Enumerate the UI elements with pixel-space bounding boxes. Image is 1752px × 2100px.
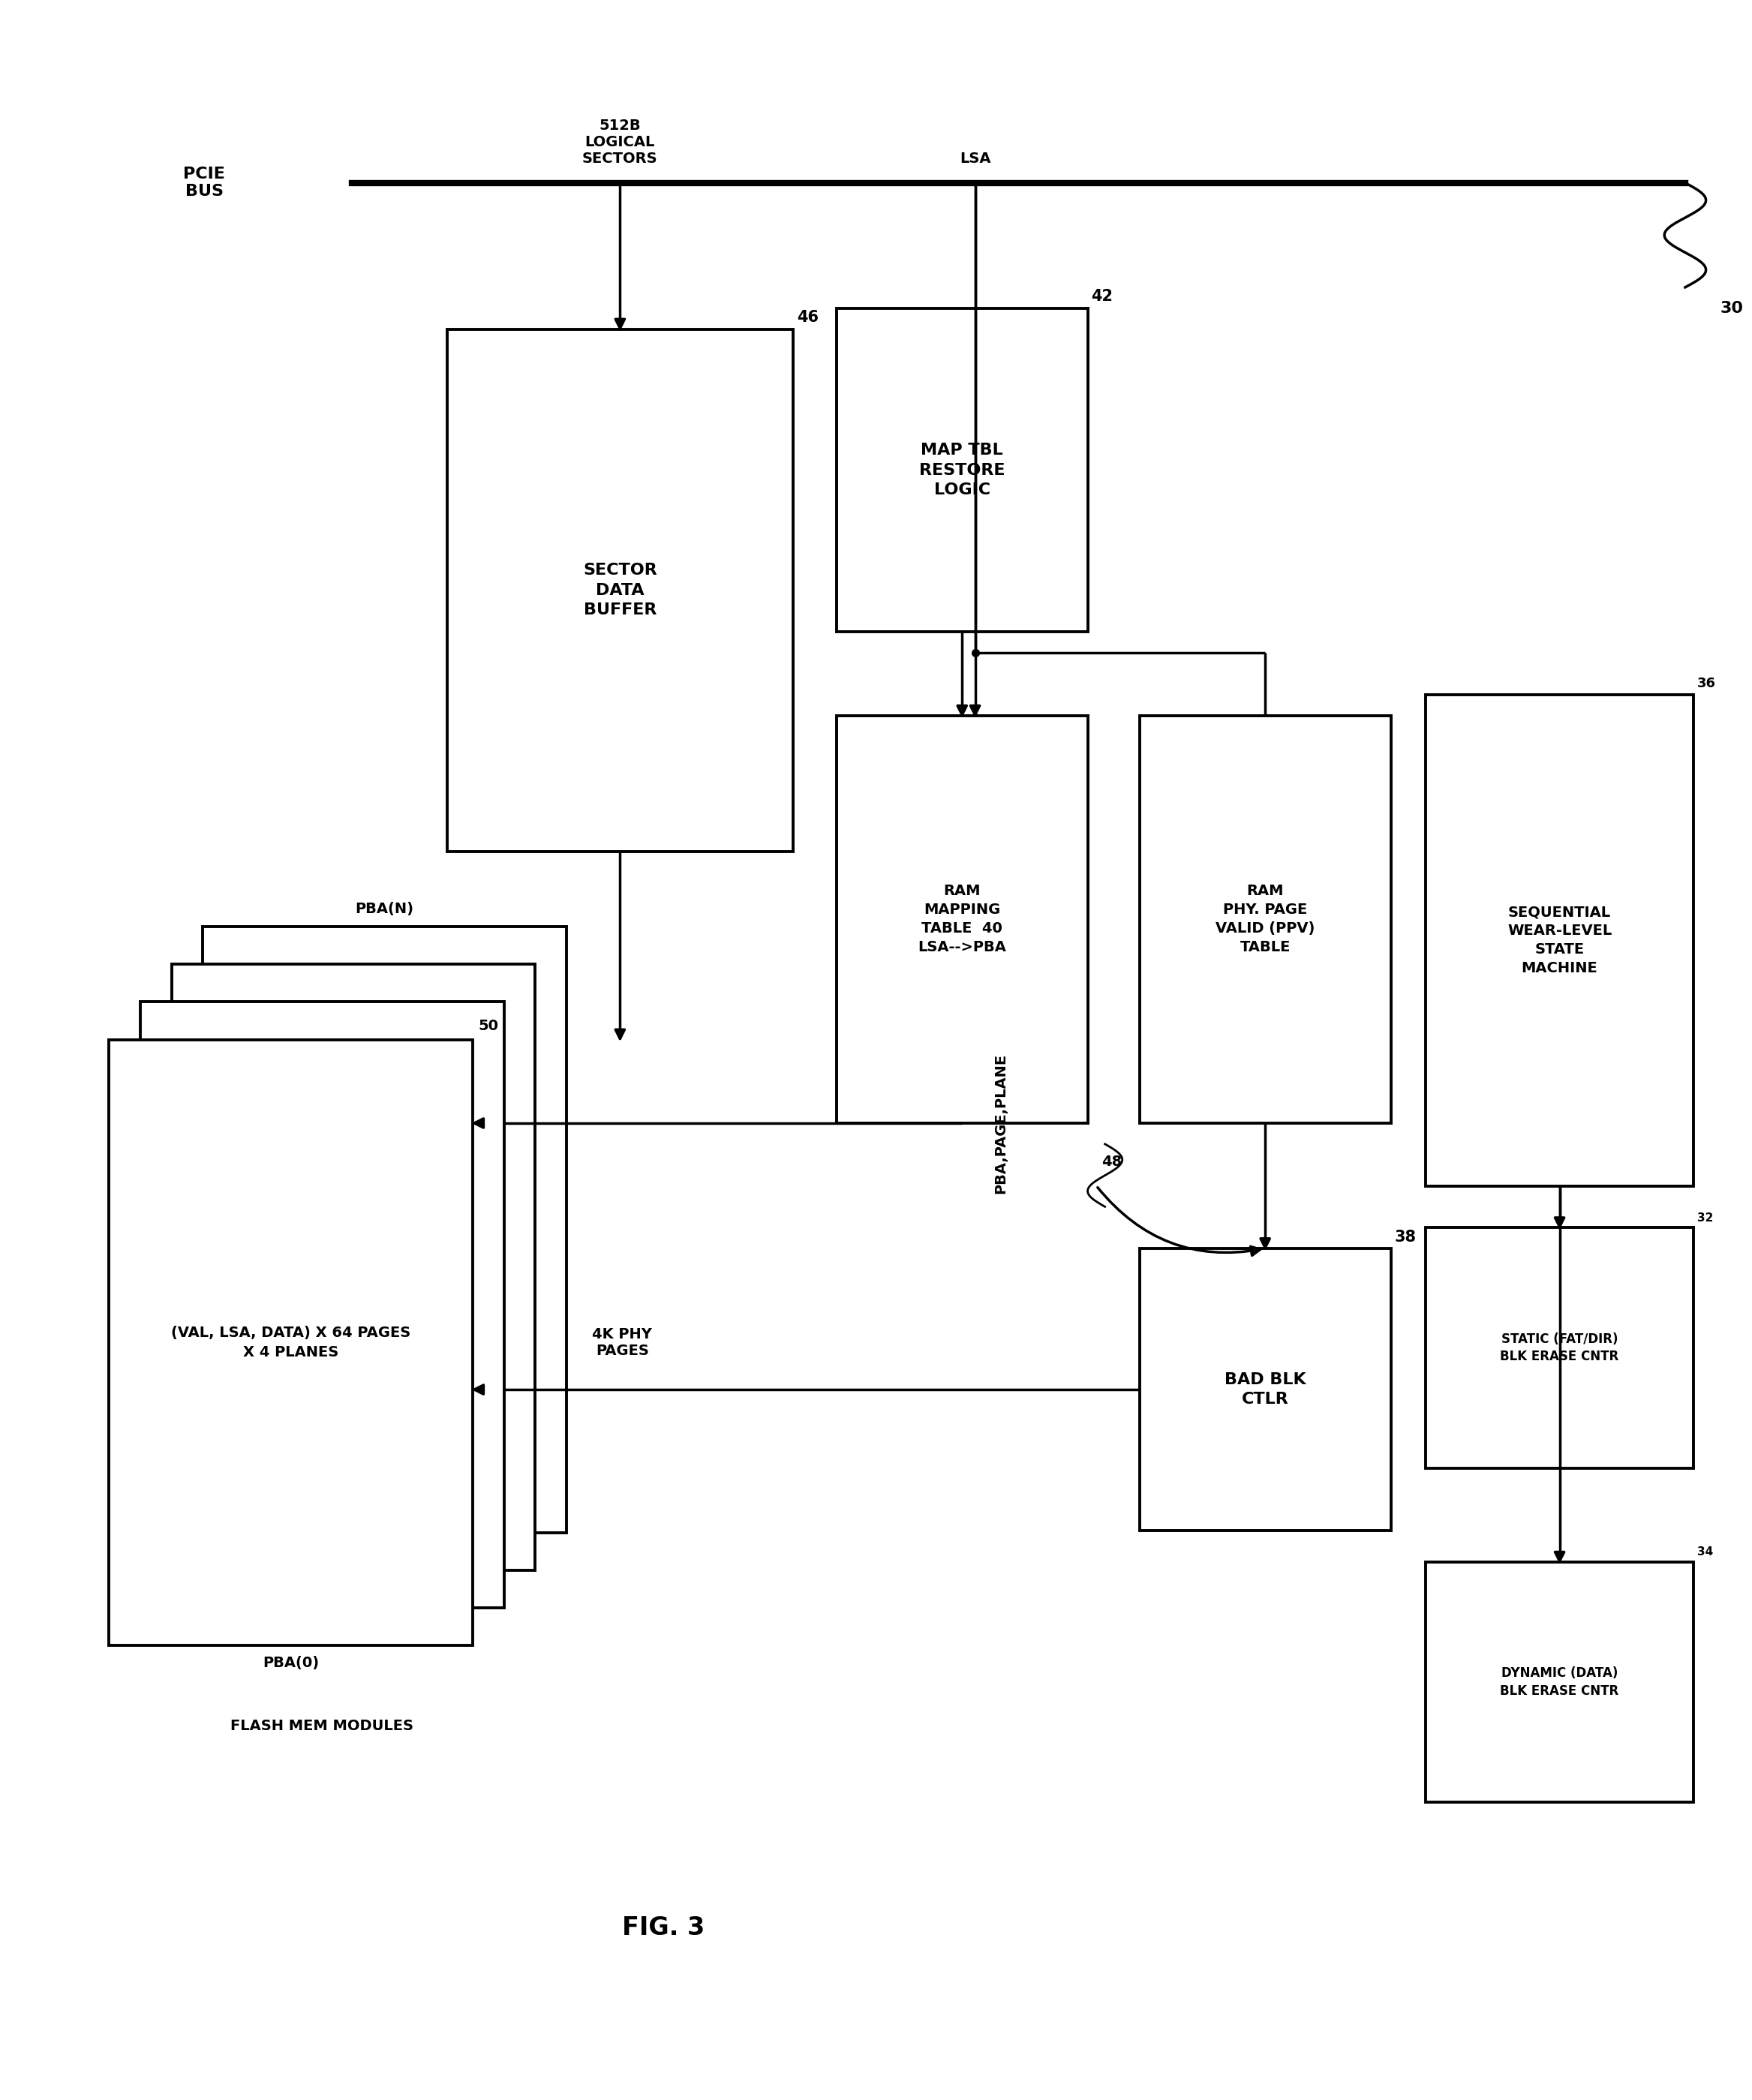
Text: 48: 48 xyxy=(1102,1155,1123,1170)
Text: 512B
LOGICAL
SECTORS: 512B LOGICAL SECTORS xyxy=(582,120,657,166)
Text: 4K PHY
PAGES: 4K PHY PAGES xyxy=(592,1327,652,1359)
Text: PBA,PAGE,PLANE: PBA,PAGE,PLANE xyxy=(993,1052,1007,1193)
Text: 36: 36 xyxy=(1698,676,1715,691)
Text: PBA(0): PBA(0) xyxy=(263,1657,319,1670)
Text: BAD BLK
CTLR: BAD BLK CTLR xyxy=(1225,1371,1305,1407)
Text: PCIE
BUS: PCIE BUS xyxy=(184,166,226,200)
Text: SEQUENTIAL
WEAR-LEVEL
STATE
MACHINE: SEQUENTIAL WEAR-LEVEL STATE MACHINE xyxy=(1507,905,1612,977)
FancyBboxPatch shape xyxy=(1139,1250,1391,1531)
Text: . . .: . . . xyxy=(336,1613,370,1630)
FancyBboxPatch shape xyxy=(140,1002,505,1609)
Text: (VAL, LSA, DATA) X 64 PAGES
X 4 PLANES: (VAL, LSA, DATA) X 64 PAGES X 4 PLANES xyxy=(172,1325,410,1359)
Text: 32: 32 xyxy=(1698,1212,1713,1224)
Text: 42: 42 xyxy=(1091,290,1113,304)
FancyBboxPatch shape xyxy=(447,330,794,850)
FancyBboxPatch shape xyxy=(203,926,566,1533)
FancyBboxPatch shape xyxy=(1139,716,1391,1124)
FancyBboxPatch shape xyxy=(109,1040,473,1646)
Text: RAM
PHY. PAGE
VALID (PPV)
TABLE: RAM PHY. PAGE VALID (PPV) TABLE xyxy=(1216,884,1314,956)
Text: FLASH MEM MODULES: FLASH MEM MODULES xyxy=(231,1718,413,1732)
Text: DYNAMIC (DATA)
BLK ERASE CNTR: DYNAMIC (DATA) BLK ERASE CNTR xyxy=(1500,1667,1619,1697)
Text: 38: 38 xyxy=(1395,1228,1416,1245)
Text: 34: 34 xyxy=(1698,1546,1713,1558)
Text: 50: 50 xyxy=(478,1018,498,1033)
Text: FIG. 3: FIG. 3 xyxy=(622,1915,704,1940)
Text: STATIC (FAT/DIR)
BLK ERASE CNTR: STATIC (FAT/DIR) BLK ERASE CNTR xyxy=(1500,1331,1619,1363)
FancyBboxPatch shape xyxy=(172,964,534,1571)
FancyBboxPatch shape xyxy=(836,309,1088,632)
Text: 30: 30 xyxy=(1720,300,1743,315)
FancyBboxPatch shape xyxy=(1426,695,1694,1186)
FancyBboxPatch shape xyxy=(1426,1228,1694,1468)
Text: MAP TBL
RESTORE
LOGIC: MAP TBL RESTORE LOGIC xyxy=(920,443,1006,498)
Text: SECTOR
DATA
BUFFER: SECTOR DATA BUFFER xyxy=(583,563,657,617)
FancyBboxPatch shape xyxy=(1426,1562,1694,1802)
FancyBboxPatch shape xyxy=(836,716,1088,1124)
Text: LSA: LSA xyxy=(960,151,990,166)
Text: PBA(N): PBA(N) xyxy=(356,903,413,916)
Text: 46: 46 xyxy=(797,311,818,326)
Text: RAM
MAPPING
TABLE  40
LSA-->PBA: RAM MAPPING TABLE 40 LSA-->PBA xyxy=(918,884,1006,956)
